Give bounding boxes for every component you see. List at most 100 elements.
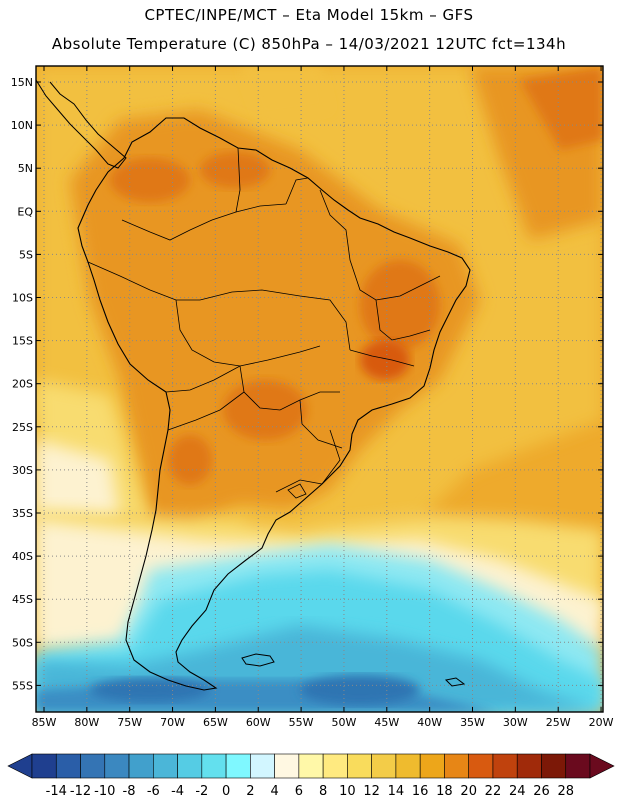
colorbar-swatch (347, 753, 372, 779)
longitude-label: 55W (289, 716, 314, 729)
colorbar-tick-label: 26 (533, 784, 550, 799)
colorbar-swatch (371, 753, 397, 779)
hotspot (223, 380, 307, 440)
lat-lon-grid (36, 66, 603, 712)
colorbar-swatch (177, 753, 203, 779)
colorbar-swatch (80, 753, 106, 779)
atlantic-hot (520, 66, 603, 150)
colorbar-tick-label: 14 (388, 784, 405, 799)
island (444, 677, 466, 687)
latitude-label: 15N (11, 76, 33, 89)
colorbar-swatch (298, 753, 324, 779)
longitude-label: 30W (503, 716, 528, 729)
latitude-label: 15S (12, 335, 33, 348)
longitude-label: 50W (332, 716, 357, 729)
latitude-label: 10S (12, 292, 33, 305)
colorbar-tick-label: 28 (557, 784, 574, 799)
colorbar-swatch (419, 753, 445, 779)
axis-ticks (36, 66, 603, 712)
uruguay-lagoon (287, 483, 307, 499)
colorbar-tick-label: 18 (436, 784, 453, 799)
longitude-label: 65W (203, 716, 228, 729)
colorbar-tick-label: -2 (195, 784, 208, 799)
temperature-field (36, 66, 603, 712)
cold-core (300, 675, 420, 705)
latitude-label: 25S (12, 421, 33, 434)
colorbar-swatch (274, 753, 300, 779)
colorbar-swatch (104, 753, 130, 779)
colorbar-tick-label: 6 (295, 784, 303, 799)
latitude-label: 55S (12, 679, 33, 692)
colorbar-tick-label: 20 (460, 784, 477, 799)
colorbar-swatch (541, 753, 567, 779)
longitude-label: 75W (117, 716, 142, 729)
colorbar-swatch (55, 753, 81, 779)
caribbean-mild (240, 66, 330, 120)
longitude-label: 25W (546, 716, 571, 729)
latitude-label: 50S (12, 636, 33, 649)
hotspot (360, 340, 410, 380)
colorbar-min-arrow (7, 753, 33, 779)
colorbar-tick-label: -12 (70, 784, 91, 799)
latitude-label: 5N (18, 162, 33, 175)
latitude-label: 10N (11, 119, 33, 132)
colorbar-max-arrow (589, 753, 615, 779)
colorbar-tick-label: 10 (339, 784, 356, 799)
colorbar-tick-label: 22 (485, 784, 502, 799)
central-america-outline (36, 79, 127, 169)
colorbar-tick-label: -10 (94, 784, 115, 799)
map-frame (35, 65, 604, 713)
longitude-label: 40W (417, 716, 442, 729)
longitude-label: 35W (460, 716, 485, 729)
longitude-label: 45W (374, 716, 399, 729)
pacific-pale (36, 440, 120, 520)
colorbar-swatch (31, 753, 57, 779)
colorbar-tick-label: -4 (171, 784, 184, 799)
longitude-label: 80W (74, 716, 99, 729)
colorbar-tick-label: -14 (46, 784, 67, 799)
hotspot (168, 435, 212, 485)
latitude-labels: 15N 10N 5N EQ 5S 10S 15S 20S 25S 30S 35S 40S 45S 50S 5… (11, 76, 34, 692)
hotspot (200, 152, 270, 188)
colorbar-tick-label: 12 (363, 784, 380, 799)
colorbar-swatch (153, 753, 178, 779)
colorbar-tick-label: -6 (147, 784, 160, 799)
colorbar-swatch (492, 753, 518, 779)
latitude-label: 30S (12, 464, 33, 477)
colorbar-tick-label: 24 (509, 784, 526, 799)
colorbar-tick-labels: -14 -12 -10 -8 -6 -4 -2 0 2 4 6 8 10 12 14 16 18 20 22 24 26… (46, 784, 574, 799)
longitude-labels: 85W 80W 75W 70W 65W 60W 55W 50W 45W 40W 35W 30W 25W 2… (32, 716, 614, 729)
colorbar-swatch (444, 753, 469, 779)
colorbar-swatch (565, 753, 591, 779)
longitude-label: 20W (589, 716, 614, 729)
colorbar-swatch (250, 753, 275, 779)
falkland-islands (241, 653, 275, 667)
map-title-line-2: Absolute Temperature (C) 850hPa – 14/03/… (51, 35, 567, 53)
colorbar-tick-label: 4 (270, 784, 278, 799)
colorbar-tick-label: 16 (412, 784, 429, 799)
latitude-label: 5S (19, 248, 33, 261)
longitude-label: 85W (32, 716, 57, 729)
colorbar-swatch (395, 753, 421, 779)
colorbar-tick-label: 2 (246, 784, 254, 799)
latitude-label: 20S (12, 378, 33, 391)
colorbar-tick-label: 0 (222, 784, 230, 799)
colorbar-swatch (516, 753, 542, 779)
colorbar-swatch (322, 753, 348, 779)
latitude-label: EQ (17, 205, 33, 218)
colorbar-swatch (225, 753, 251, 779)
latitude-label: 35S (12, 507, 33, 520)
latitude-label: 40S (12, 550, 33, 563)
map-title-line-1: CPTEC/INPE/MCT – Eta Model 15km – GFS (144, 6, 474, 24)
country-borders (87, 147, 441, 493)
colorbar-swatch (201, 753, 227, 779)
latitude-label: 45S (12, 593, 33, 606)
colorbar-tick-label: -8 (123, 784, 136, 799)
south-america-outline (77, 117, 471, 691)
colorbar-swatch (468, 753, 494, 779)
colorbar-swatch (128, 753, 154, 779)
longitude-label: 60W (246, 716, 271, 729)
longitude-label: 70W (160, 716, 185, 729)
